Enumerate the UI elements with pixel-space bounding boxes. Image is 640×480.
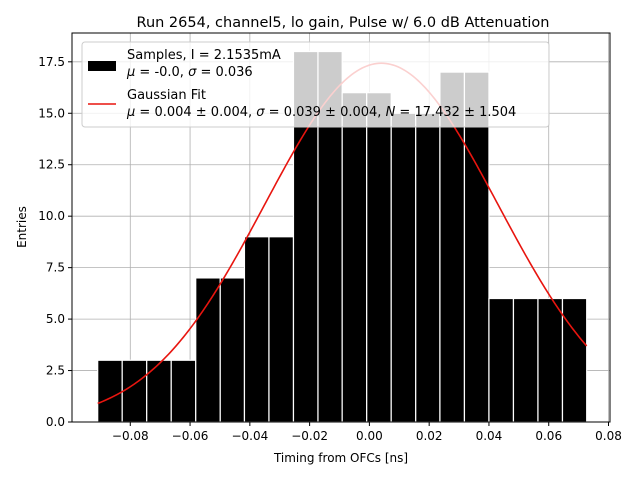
hist-bar-13: [415, 112, 441, 423]
x-tick-label-5: 0.02: [416, 429, 443, 443]
x-tick-label-6: 0.04: [476, 429, 503, 443]
y-tick-label-0: 0.0: [46, 415, 65, 429]
legend: Samples, I = 2.1535mA μ = -0.0, σ = 0.03…: [81, 41, 550, 128]
y-tick-label-6: 15.0: [38, 106, 65, 120]
x-tick-label-7: 0.06: [535, 429, 562, 443]
hist-bar-0: [97, 359, 123, 423]
legend-hist-line2: μ = -0.0, σ = 0.036: [126, 65, 253, 80]
legend-fit-n-symbol: N: [386, 105, 396, 120]
x-tick-label-8: 0.08: [595, 429, 622, 443]
hist-bar-4: [195, 277, 221, 423]
y-tick-label-7: 17.5: [38, 55, 65, 69]
hist-bar-19: [561, 297, 588, 423]
y-tick-label-5: 12.5: [38, 158, 65, 172]
legend-hist-sigma-value: = 0.036: [196, 65, 252, 80]
chart-title: Run 2654, channel5, lo gain, Pulse w/ 6.…: [137, 15, 550, 31]
hist-bar-6: [243, 236, 270, 423]
legend-fit-mu-symbol: μ: [126, 105, 135, 120]
legend-fit-line2: μ = 0.004 ± 0.004, σ = 0.039 ± 0.004, N …: [126, 105, 516, 120]
hist-bar-12: [390, 112, 417, 423]
hist-bar-7: [268, 236, 295, 423]
hist-bar-10: [341, 92, 368, 423]
x-tick-label-0: −0.08: [112, 429, 149, 443]
legend-fit-mu-value: = 0.004 ± 0.004,: [135, 105, 256, 120]
legend-hist-sigma-symbol: σ: [188, 65, 197, 80]
x-tick-label-1: −0.06: [172, 429, 209, 443]
hist-bar-3: [170, 359, 197, 423]
hist-bar-17: [512, 297, 539, 423]
y-tick-label-3: 7.5: [46, 261, 65, 275]
x-axis-label: Timing from OFCs [ns]: [273, 451, 408, 465]
hist-bar-11: [366, 92, 392, 423]
y-tick-label-1: 2.5: [46, 364, 65, 378]
legend-box: [81, 41, 550, 128]
hist-bar-1: [121, 359, 148, 423]
y-axis-label: Entries: [15, 206, 29, 248]
legend-hist-mu-symbol: μ: [126, 65, 135, 80]
legend-fit-sigma-symbol: σ: [256, 105, 265, 120]
legend-hist-swatch: [88, 61, 116, 71]
x-tick-label-4: 0.00: [356, 429, 383, 443]
legend-fit-line1: Gaussian Fit: [127, 88, 206, 103]
hist-bar-2: [146, 359, 172, 423]
y-axis-ticks: 0.0 2.5 5.0 7.5 10.0 12.5 15.0 17.5: [38, 55, 72, 429]
legend-hist-mu-value: = -0.0,: [135, 65, 188, 80]
axes-frame: [71, 32, 611, 423]
x-axis-ticks: −0.08 −0.06 −0.04 −0.02 0.00 0.02 0.04 0.06 0.08: [112, 422, 622, 443]
legend-fit-n-value: = 17.432 ± 1.504: [395, 105, 516, 120]
hist-bar-16: [488, 297, 515, 423]
x-tick-label-3: −0.02: [291, 429, 328, 443]
hist-bar-5: [219, 277, 246, 423]
legend-hist-line1: Samples, I = 2.1535mA: [127, 48, 281, 63]
hist-bar-18: [537, 297, 564, 423]
legend-fit-sigma-value: = 0.039 ± 0.004,: [265, 105, 386, 120]
y-tick-label-4: 10.0: [38, 209, 65, 223]
y-tick-label-2: 5.0: [46, 312, 65, 326]
x-tick-label-2: −0.04: [231, 429, 268, 443]
